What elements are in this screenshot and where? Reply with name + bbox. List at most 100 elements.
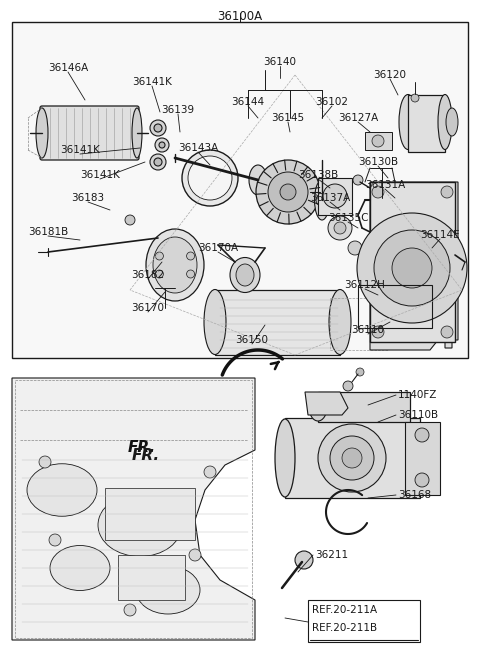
Bar [370, 182, 455, 342]
Circle shape [189, 549, 201, 561]
Ellipse shape [446, 108, 458, 136]
Bar [215, 290, 340, 355]
Bar [118, 555, 185, 600]
Text: 36137A: 36137A [310, 193, 350, 203]
Circle shape [155, 138, 169, 152]
Text: 36131A: 36131A [365, 180, 405, 190]
Text: REF.20-211B: REF.20-211B [312, 623, 377, 633]
Text: 36168: 36168 [398, 490, 431, 500]
Bar [330, 298, 388, 350]
Circle shape [372, 135, 384, 147]
Text: FR.: FR. [132, 447, 160, 463]
Text: 36112H: 36112H [345, 280, 385, 290]
Polygon shape [305, 392, 348, 415]
Text: 36145: 36145 [271, 113, 305, 123]
Circle shape [441, 186, 453, 198]
Circle shape [159, 142, 165, 148]
Circle shape [204, 466, 216, 478]
Circle shape [280, 184, 296, 200]
Circle shape [150, 120, 166, 136]
Bar [358, 285, 432, 328]
Bar [285, 418, 420, 498]
Text: 36183: 36183 [72, 193, 105, 203]
Polygon shape [12, 378, 255, 640]
Polygon shape [370, 182, 458, 350]
Text: 36127A: 36127A [338, 113, 378, 123]
Ellipse shape [249, 165, 267, 195]
Text: 36114E: 36114E [420, 230, 460, 240]
Circle shape [342, 448, 362, 468]
Circle shape [150, 154, 166, 170]
Bar [365, 132, 392, 150]
Circle shape [187, 252, 194, 260]
Text: 36211: 36211 [315, 550, 348, 560]
Circle shape [343, 381, 353, 391]
Ellipse shape [132, 108, 142, 158]
Circle shape [125, 215, 135, 225]
Text: 36144: 36144 [231, 97, 264, 107]
Circle shape [182, 150, 238, 206]
Circle shape [330, 436, 374, 480]
Ellipse shape [309, 393, 327, 421]
Text: FR.: FR. [128, 440, 156, 455]
Text: 36102: 36102 [315, 97, 348, 107]
Text: 36141K: 36141K [132, 77, 172, 87]
Circle shape [316, 194, 328, 206]
Circle shape [154, 124, 162, 132]
Circle shape [356, 368, 364, 376]
Ellipse shape [329, 290, 351, 355]
Ellipse shape [136, 566, 200, 614]
Circle shape [441, 326, 453, 338]
Circle shape [295, 551, 313, 569]
Ellipse shape [98, 493, 182, 556]
Text: 36150: 36150 [236, 335, 268, 345]
Bar [318, 392, 410, 422]
FancyArrow shape [156, 455, 183, 476]
Circle shape [124, 604, 136, 616]
Text: 36130B: 36130B [358, 157, 398, 167]
Circle shape [353, 175, 363, 185]
Circle shape [357, 213, 467, 323]
Circle shape [256, 160, 320, 224]
Circle shape [411, 94, 419, 102]
Text: 36120: 36120 [373, 70, 407, 80]
Circle shape [323, 184, 347, 208]
Circle shape [374, 230, 450, 306]
Ellipse shape [50, 545, 110, 591]
Ellipse shape [314, 180, 329, 220]
Ellipse shape [36, 108, 48, 158]
Circle shape [188, 156, 232, 200]
FancyBboxPatch shape [40, 106, 139, 160]
Circle shape [372, 186, 384, 198]
Circle shape [415, 473, 429, 487]
Bar [308, 600, 420, 642]
Text: 36143A: 36143A [178, 143, 218, 153]
Ellipse shape [236, 264, 254, 286]
Circle shape [328, 216, 352, 240]
Circle shape [372, 326, 384, 338]
Circle shape [156, 252, 163, 260]
Text: 36182: 36182 [132, 270, 165, 280]
Circle shape [392, 248, 432, 288]
Text: 36140: 36140 [264, 57, 297, 67]
Text: 36181B: 36181B [28, 227, 68, 237]
Text: 36141K: 36141K [80, 170, 120, 180]
Circle shape [334, 222, 346, 234]
Circle shape [156, 270, 163, 278]
Text: 36110: 36110 [351, 325, 384, 335]
Circle shape [39, 456, 51, 468]
Ellipse shape [146, 229, 204, 301]
Circle shape [348, 241, 362, 255]
Text: 36139: 36139 [161, 105, 194, 115]
Circle shape [187, 270, 194, 278]
Text: REF.20-211A: REF.20-211A [312, 605, 377, 615]
Ellipse shape [275, 419, 295, 497]
Bar [15, 380, 252, 638]
Text: 1140FZ: 1140FZ [398, 390, 437, 400]
Ellipse shape [438, 95, 452, 150]
Bar [12, 22, 468, 358]
Text: 36100A: 36100A [217, 10, 263, 23]
Ellipse shape [27, 464, 97, 516]
Text: 36141K: 36141K [60, 145, 100, 155]
Bar [318, 178, 352, 215]
